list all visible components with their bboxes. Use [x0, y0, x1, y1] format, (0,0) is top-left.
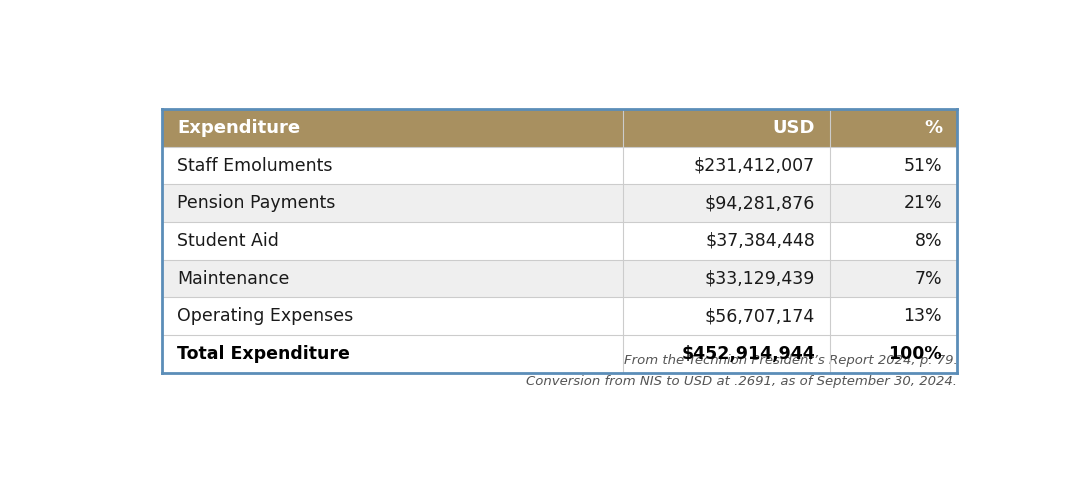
Bar [162, 185, 958, 222]
Text: 8%: 8% [915, 232, 942, 250]
Text: Staff Emoluments: Staff Emoluments [177, 157, 333, 175]
Text: %: % [924, 119, 942, 137]
Bar [162, 335, 958, 372]
Text: Student Aid: Student Aid [177, 232, 278, 250]
Text: Expenditure: Expenditure [177, 119, 300, 137]
Text: $452,914,944: $452,914,944 [681, 345, 815, 363]
Text: Total Expenditure: Total Expenditure [177, 345, 351, 363]
Text: Operating Expenses: Operating Expenses [177, 307, 354, 325]
Text: $56,707,174: $56,707,174 [704, 307, 815, 325]
Text: $33,129,439: $33,129,439 [704, 270, 815, 288]
Bar [162, 298, 958, 335]
Text: Conversion from NIS to USD at .2691, as of September 30, 2024.: Conversion from NIS to USD at .2691, as … [526, 375, 958, 388]
Text: Maintenance: Maintenance [177, 270, 289, 288]
Text: $94,281,876: $94,281,876 [704, 194, 815, 212]
Bar [162, 222, 958, 260]
Text: 13%: 13% [903, 307, 942, 325]
Text: 51%: 51% [903, 157, 942, 175]
Bar [162, 147, 958, 185]
Bar [162, 260, 958, 298]
Text: $37,384,448: $37,384,448 [705, 232, 815, 250]
Text: USD: USD [772, 119, 815, 137]
Text: Pension Payments: Pension Payments [177, 194, 335, 212]
Text: 100%: 100% [889, 345, 942, 363]
Text: From the Technion President’s Report 2024, p. 79.: From the Technion President’s Report 202… [624, 354, 958, 367]
Text: 7%: 7% [915, 270, 942, 288]
Text: $231,412,007: $231,412,007 [693, 157, 815, 175]
Text: 21%: 21% [903, 194, 942, 212]
Bar [162, 109, 958, 147]
